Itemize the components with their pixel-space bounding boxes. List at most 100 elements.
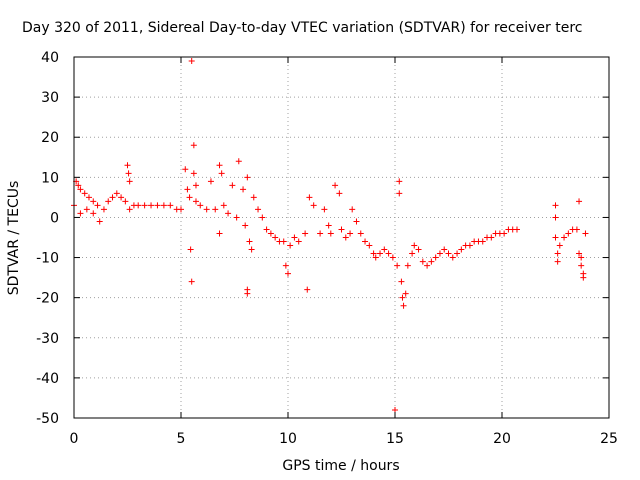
data-point <box>272 234 279 241</box>
data-point <box>556 242 563 249</box>
data-point <box>255 206 262 213</box>
data-point <box>449 254 456 261</box>
data-point <box>118 194 125 201</box>
data-point <box>554 250 561 257</box>
data-point <box>212 206 219 213</box>
data-point <box>154 202 161 209</box>
data-point <box>372 254 379 261</box>
data-point <box>188 58 195 65</box>
data-point <box>576 198 583 205</box>
data-point <box>197 202 204 209</box>
data-point <box>192 182 199 189</box>
data-point <box>399 294 406 301</box>
data-point <box>419 258 426 265</box>
data-point <box>244 174 251 181</box>
data-point <box>192 198 199 205</box>
data-point <box>263 226 270 233</box>
data-point <box>148 202 155 209</box>
data-point <box>259 214 266 221</box>
data-point <box>327 230 334 237</box>
data-point <box>77 210 84 217</box>
y-tick-label: 20 <box>41 130 59 146</box>
data-point <box>295 238 302 245</box>
data-point <box>561 234 568 241</box>
data-point <box>404 262 411 269</box>
data-point <box>218 170 225 177</box>
data-point <box>347 230 354 237</box>
data-point <box>381 246 388 253</box>
data-point <box>398 278 405 285</box>
x-axis-label: GPS time / hours <box>282 458 399 474</box>
x-tick-labels: 0 5 10 15 20 25 <box>70 431 618 447</box>
data-point <box>280 238 287 245</box>
data-point <box>501 230 508 237</box>
y-tick-label: -50 <box>36 411 59 427</box>
data-point <box>400 302 407 309</box>
data-points <box>71 58 589 413</box>
data-point <box>126 178 133 185</box>
data-point <box>576 250 583 257</box>
x-tick-label: 25 <box>600 431 618 447</box>
data-point <box>248 246 255 253</box>
data-point <box>81 190 88 197</box>
data-point <box>445 250 452 257</box>
y-tick-label: -10 <box>36 251 59 267</box>
data-point <box>304 286 311 293</box>
data-point <box>124 162 131 169</box>
data-point <box>454 250 461 257</box>
data-point <box>436 250 443 257</box>
data-point <box>402 290 409 297</box>
data-point <box>362 238 369 245</box>
data-point <box>394 262 401 269</box>
data-point <box>353 218 360 225</box>
data-point <box>85 194 92 201</box>
data-point <box>573 226 580 233</box>
data-point <box>385 250 392 257</box>
data-point <box>94 202 101 209</box>
data-point <box>377 250 384 257</box>
data-point <box>240 186 247 193</box>
data-point <box>338 226 345 233</box>
data-point <box>220 202 227 209</box>
y-tick-label: 30 <box>41 90 59 106</box>
data-point <box>513 226 520 233</box>
data-point <box>203 206 210 213</box>
data-point <box>167 202 174 209</box>
data-point <box>424 262 431 269</box>
data-point <box>229 182 236 189</box>
data-point <box>105 198 112 205</box>
data-point <box>479 238 486 245</box>
data-point <box>285 270 291 277</box>
data-point <box>349 206 356 213</box>
data-point <box>582 230 589 237</box>
chart-title: Day 320 of 2011, Sidereal Day-to-day VTE… <box>22 20 582 36</box>
data-point <box>552 214 559 221</box>
data-point <box>580 274 587 281</box>
y-tick-label: -20 <box>36 291 59 307</box>
data-point <box>122 198 129 205</box>
data-point <box>178 206 184 213</box>
data-point <box>441 246 448 253</box>
data-point <box>267 230 274 237</box>
data-point <box>366 242 373 249</box>
data-point <box>190 170 197 177</box>
data-point <box>396 178 403 185</box>
data-point <box>216 230 223 237</box>
data-point <box>235 158 242 165</box>
data-point <box>246 238 253 245</box>
data-point <box>109 194 116 201</box>
data-point <box>342 234 349 241</box>
data-point <box>392 406 398 413</box>
data-point <box>113 190 120 197</box>
data-point <box>282 262 289 269</box>
plot-frame <box>73 56 610 419</box>
grid-lines <box>74 57 609 418</box>
data-point <box>242 222 249 229</box>
data-point <box>77 186 84 193</box>
axis-ticks <box>73 56 610 419</box>
data-point <box>415 246 422 253</box>
data-point <box>332 182 339 189</box>
data-point <box>370 250 377 257</box>
data-point <box>207 178 214 185</box>
